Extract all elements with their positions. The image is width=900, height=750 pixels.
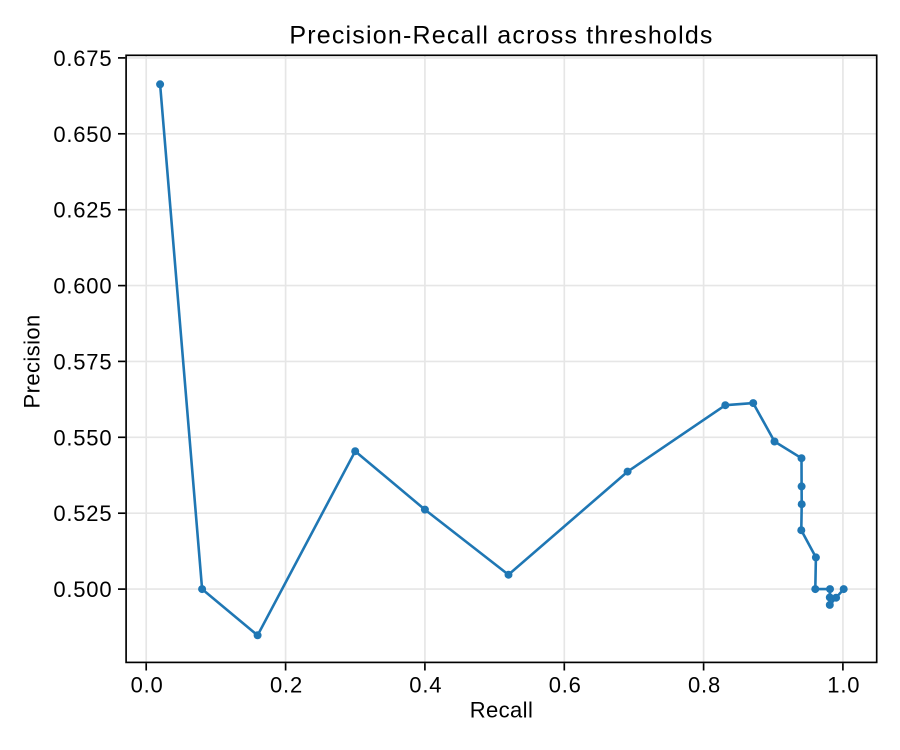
- svg-text:0.525: 0.525: [53, 501, 112, 526]
- svg-text:0.675: 0.675: [53, 46, 112, 71]
- svg-text:0.8: 0.8: [688, 673, 721, 698]
- svg-text:0.575: 0.575: [53, 349, 112, 374]
- svg-text:0.650: 0.650: [53, 122, 112, 147]
- svg-text:0.500: 0.500: [53, 577, 112, 602]
- svg-text:Precision-Recall across thresh: Precision-Recall across thresholds: [289, 22, 713, 50]
- svg-text:0.2: 0.2: [270, 673, 303, 698]
- svg-text:0.6: 0.6: [549, 673, 582, 698]
- svg-text:0.600: 0.600: [53, 274, 112, 299]
- svg-text:0.4: 0.4: [409, 673, 442, 698]
- svg-text:Recall: Recall: [470, 698, 534, 723]
- svg-text:0.550: 0.550: [53, 425, 112, 450]
- svg-text:1.0: 1.0: [827, 673, 860, 698]
- svg-text:Precision: Precision: [20, 314, 45, 408]
- svg-text:0.625: 0.625: [53, 198, 112, 223]
- svg-text:0.0: 0.0: [131, 673, 164, 698]
